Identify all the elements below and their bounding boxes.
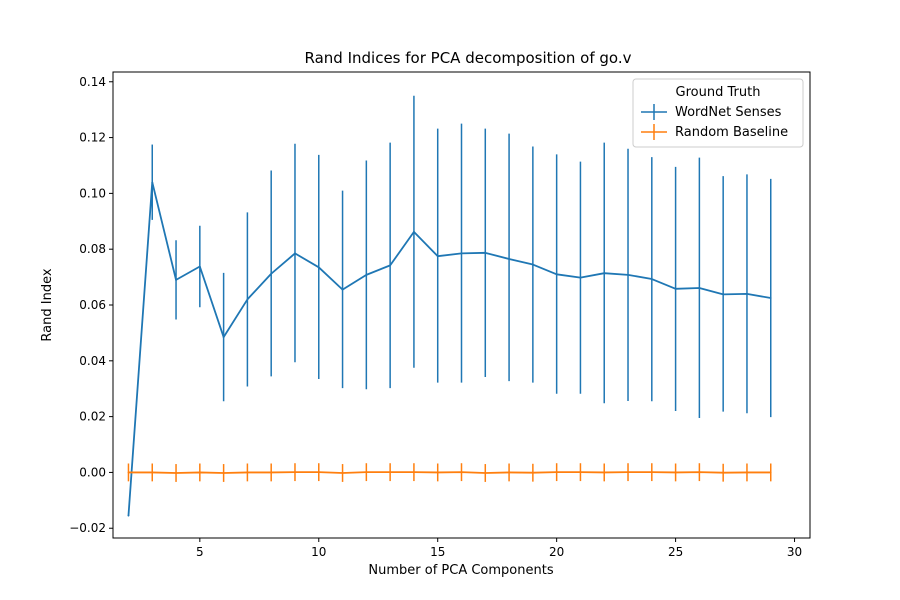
line-random-baseline [128, 471, 771, 474]
point-wordnet-senses-2 [127, 514, 130, 517]
point-random-baseline-17 [484, 472, 487, 474]
point-random-baseline-9 [294, 471, 296, 474]
point-random-baseline-21 [579, 471, 582, 474]
point-random-baseline-6 [222, 472, 225, 474]
point-wordnet-senses-13 [389, 264, 392, 267]
point-wordnet-senses-21 [579, 276, 582, 279]
y-tick-label-4: 0.06 [79, 298, 106, 312]
point-random-baseline-5 [198, 471, 201, 474]
point-wordnet-senses-4 [175, 278, 177, 281]
y-axis: −0.02 0.00 0.02 0.04 0.06 0.08 0.10 0.12 0.14 [69, 75, 113, 535]
legend-label-wordnet-senses: WordNet Senses [675, 105, 782, 120]
point-random-baseline-23 [627, 471, 629, 474]
point-wordnet-senses-14 [413, 230, 415, 233]
point-random-baseline-15 [436, 471, 439, 474]
series-layer [127, 95, 772, 517]
point-wordnet-senses-5 [198, 265, 201, 268]
point-wordnet-senses-6 [222, 336, 225, 338]
point-wordnet-senses-26 [698, 287, 701, 289]
point-wordnet-senses-28 [746, 292, 748, 295]
x-tick-label-30: 30 [787, 545, 802, 559]
point-wordnet-senses-15 [436, 255, 439, 258]
point-wordnet-senses-25 [674, 287, 677, 290]
point-random-baseline-7 [246, 471, 249, 474]
point-wordnet-senses-23 [627, 273, 629, 276]
y-axis-label: Rand Index [40, 268, 55, 341]
chart-title: Rand Indices for PCA decomposition of go… [305, 49, 632, 67]
line-wordnet-senses [127, 181, 771, 516]
y-tick-label-5: 0.08 [79, 242, 106, 256]
point-random-baseline-26 [698, 471, 701, 474]
legend-box [632, 78, 804, 148]
point-random-baseline-20 [555, 471, 558, 474]
point-random-baseline-18 [508, 471, 510, 474]
point-random-baseline-13 [389, 471, 392, 474]
point-wordnet-senses-27 [722, 293, 725, 296]
point-random-baseline-24 [650, 471, 653, 474]
y-tick-label-3: 0.04 [79, 354, 106, 368]
point-random-baseline-22 [603, 471, 606, 474]
point-wordnet-senses-10 [317, 266, 320, 269]
x-tick-label-25: 25 [668, 545, 683, 559]
y-tick-label-0: −0.02 [69, 521, 106, 535]
point-wordnet-senses-3 [151, 181, 154, 184]
point-random-baseline-12 [365, 471, 368, 474]
point-wordnet-senses-9 [294, 252, 296, 255]
point-random-baseline-8 [270, 471, 273, 474]
point-wordnet-senses-20 [555, 273, 558, 276]
legend-entry-random-baseline: Random Baseline [641, 124, 788, 140]
x-tick-label-20: 20 [549, 545, 564, 559]
legend-title: Ground Truth [676, 85, 761, 100]
point-wordnet-senses-11 [341, 288, 344, 291]
point-random-baseline-4 [175, 472, 177, 474]
y-tick-label-1: 0.00 [79, 465, 106, 479]
point-random-baseline-25 [674, 471, 677, 474]
y-tick-label-2: 0.02 [79, 410, 106, 424]
x-tick-label-10: 10 [311, 545, 326, 559]
x-axis-label: Number of PCA Components [368, 563, 553, 578]
y-tick-label-6: 0.10 [79, 186, 106, 200]
point-random-baseline-27 [722, 471, 725, 474]
y-tick-label-8: 0.14 [79, 75, 106, 89]
point-random-baseline-19 [531, 471, 534, 474]
point-wordnet-senses-19 [531, 263, 534, 266]
legend: Ground Truth WordNet Senses Random Basel… [632, 78, 804, 148]
point-random-baseline-14 [413, 471, 415, 474]
point-wordnet-senses-22 [603, 272, 606, 275]
series-random-baseline [127, 463, 772, 482]
point-wordnet-senses-24 [650, 278, 653, 280]
point-random-baseline-28 [746, 471, 748, 474]
point-wordnet-senses-8 [270, 272, 273, 275]
point-wordnet-senses-16 [460, 252, 463, 255]
point-wordnet-senses-18 [508, 258, 510, 260]
point-wordnet-senses-7 [246, 298, 249, 301]
x-tick-label-15: 15 [430, 545, 445, 559]
point-random-baseline-11 [341, 472, 344, 474]
point-random-baseline-29 [769, 471, 772, 474]
point-random-baseline-16 [460, 471, 463, 474]
legend-entry-wordnet-senses: WordNet Senses [641, 104, 782, 120]
point-wordnet-senses-12 [365, 273, 368, 276]
legend-label-random-baseline: Random Baseline [675, 125, 788, 140]
x-tick-label-5: 5 [196, 545, 204, 559]
point-wordnet-senses-17 [484, 251, 487, 254]
y-tick-label-7: 0.12 [79, 131, 106, 145]
point-random-baseline-2 [127, 471, 130, 474]
point-random-baseline-10 [317, 471, 320, 474]
series-wordnet-senses [127, 95, 772, 517]
point-random-baseline-3 [151, 471, 154, 474]
point-wordnet-senses-29 [769, 297, 772, 299]
x-axis: 5 10 15 20 25 30 [196, 538, 802, 559]
